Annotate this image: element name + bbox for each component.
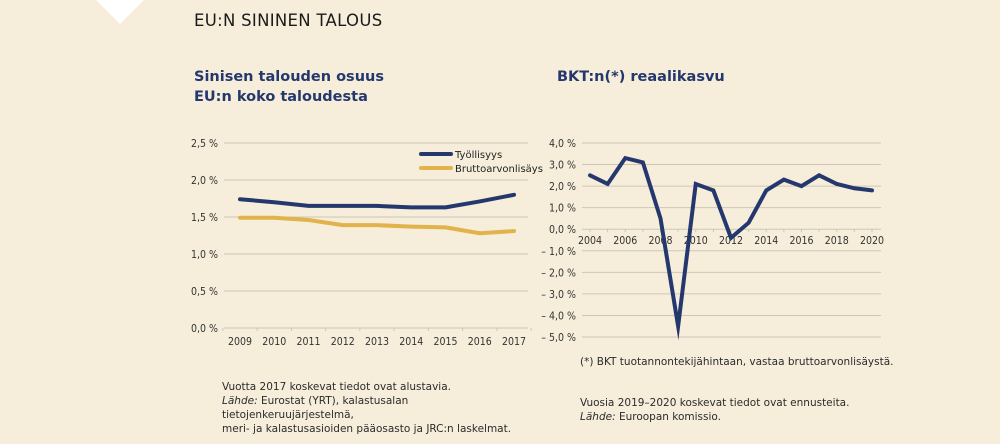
x-tick-label: 2014 xyxy=(754,235,778,247)
y-tick-label: 0,5 % xyxy=(191,286,218,298)
left-chart-title-line-1: Sinisen talouden osuus xyxy=(194,69,384,85)
left-note-preliminary: Vuotta 2017 koskevat tiedot ovat alustav… xyxy=(222,381,451,393)
y-tick-label: 2,0 % xyxy=(549,181,576,193)
left-chart-title: Sinisen talouden osuus EU:n koko taloude… xyxy=(194,67,384,107)
right-series xyxy=(588,155,874,341)
x-tick-label: 2011 xyxy=(296,336,320,348)
y-tick-label: 0,0 % xyxy=(549,224,576,236)
x-tick-label: 2014 xyxy=(399,336,423,348)
y-tick-label: – 5,0 % xyxy=(541,332,576,344)
y-tick-label: – 4,0 % xyxy=(541,310,576,322)
y-tick-label: 3,0 % xyxy=(549,160,576,172)
right-chart-notes: Vuosia 2019–2020 koskevat tiedot ovat en… xyxy=(580,396,849,424)
left-series xyxy=(238,192,516,236)
y-tick-label: – 3,0 % xyxy=(541,289,576,301)
right-y-tick-labels: 4,0 % 3,0 % 2,0 % 1,0 % 0,0 % – 1,0 % – 2,0 % –… xyxy=(541,138,576,344)
right-chart-footnote: (*) BKT tuotannontekijähintaan, vastaa b… xyxy=(580,356,894,368)
y-tick-label: 2,5 % xyxy=(191,138,218,150)
legend-label: Bruttoarvonlisäys xyxy=(455,164,543,175)
x-tick-label: 2012 xyxy=(331,336,355,348)
corner-triangle-decoration xyxy=(96,0,144,24)
left-x-tick-labels: 2009 2010 2011 2012 2013 2014 2015 2016 2017 xyxy=(228,336,526,348)
y-tick-label: – 2,0 % xyxy=(541,267,576,279)
page-title: EU:N SININEN TALOUS xyxy=(194,11,383,30)
x-tick-label: 2015 xyxy=(433,336,457,348)
y-tick-label: 1,5 % xyxy=(191,212,218,224)
x-tick-label: 2020 xyxy=(860,235,884,247)
left-chart-title-line-2: EU:n koko taloudesta xyxy=(194,89,368,105)
x-tick-label: 2009 xyxy=(228,336,252,348)
x-tick-label: 2018 xyxy=(825,235,849,247)
y-tick-label: 2,0 % xyxy=(191,175,218,187)
y-tick-label: – 1,0 % xyxy=(541,246,576,258)
left-note-source: Lähde: Eurostat (YRT), kalastusalan tiet… xyxy=(222,394,542,422)
source-label: Lähde: xyxy=(580,411,616,423)
left-chart-notes: Vuotta 2017 koskevat tiedot ovat alustav… xyxy=(222,380,542,436)
x-tick-label: 2013 xyxy=(365,336,389,348)
x-tick-label: 2016 xyxy=(789,235,813,247)
left-note-source-cont: meri- ja kalastusasioiden pääosasto ja J… xyxy=(222,423,512,435)
y-tick-label: 4,0 % xyxy=(549,138,576,150)
right-chart-title: BKT:n(*) reaalikasvu xyxy=(557,69,725,85)
y-tick-label: 0,0 % xyxy=(191,323,218,335)
left-legend: Työllisyys Bruttoarvonlisäys xyxy=(419,150,543,175)
x-tick-label: 2006 xyxy=(613,235,637,247)
source-label: Lähde: xyxy=(222,395,258,407)
source-text: Euroopan komissio. xyxy=(615,411,721,423)
source-text: Eurostat (YRT), kalastusalan tietojenker… xyxy=(222,395,409,421)
y-tick-label: 1,0 % xyxy=(191,249,218,261)
x-tick-label: 2012 xyxy=(719,235,743,247)
x-tick-label: 2008 xyxy=(648,235,672,247)
x-tick-label: 2017 xyxy=(502,336,526,348)
x-tick-label: 2004 xyxy=(578,235,602,247)
x-tick-label: 2010 xyxy=(262,336,286,348)
right-note-source: Lähde: Euroopan komissio. xyxy=(580,410,849,424)
right-note-forecast: Vuosia 2019–2020 koskevat tiedot ovat en… xyxy=(580,397,850,409)
x-tick-label: 2016 xyxy=(468,336,492,348)
right-grid xyxy=(582,142,881,338)
legend-label: Työllisyys xyxy=(454,150,502,161)
y-tick-label: 1,0 % xyxy=(549,203,576,215)
left-y-tick-labels: 0,0 % 0,5 % 1,0 % 1,5 % 2,0 % 2,5 % xyxy=(191,138,218,335)
